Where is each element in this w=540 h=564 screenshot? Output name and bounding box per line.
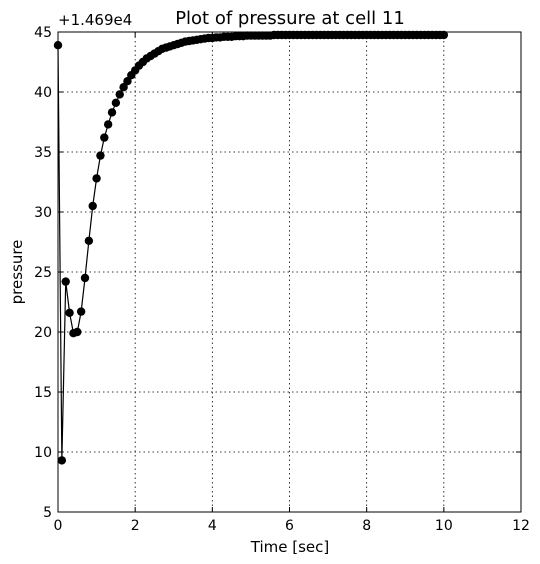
data-point [65, 308, 74, 317]
data-point [123, 77, 132, 86]
y-tick-label: 40 [34, 85, 52, 101]
y-tick-label: 15 [34, 385, 52, 401]
data-point [100, 133, 109, 142]
data-point [107, 108, 117, 117]
y-tick-label: 45 [34, 25, 52, 41]
y-tick-label: 35 [34, 145, 52, 161]
data-point [80, 273, 90, 283]
data-point [103, 120, 113, 129]
grid [57, 31, 522, 513]
data-point [57, 456, 67, 465]
data-point [92, 174, 101, 183]
data-point [111, 98, 121, 108]
data-point [439, 30, 449, 40]
x-tick-label: 4 [208, 518, 217, 534]
x-tick-label: 0 [54, 518, 63, 534]
data-point [96, 151, 105, 160]
x-tick-label: 2 [131, 518, 140, 534]
y-axis-label: pressure [8, 240, 26, 305]
x-tick-label: 6 [285, 518, 294, 534]
y-tick-label: 25 [34, 265, 52, 281]
y-tick-label: 5 [43, 505, 52, 521]
data-point [61, 277, 70, 286]
data-point [84, 236, 94, 245]
data-point [119, 83, 128, 92]
data-point [76, 307, 86, 316]
x-tick-label: 12 [512, 518, 530, 534]
data-point [115, 90, 124, 99]
data-point [88, 201, 97, 211]
x-tick-label: 8 [362, 518, 371, 534]
series-pressure [53, 30, 449, 465]
chart-title: Plot of pressure at cell 11 [175, 8, 405, 29]
y-tick-label: 20 [34, 325, 52, 341]
x-tick-label: 10 [435, 518, 453, 534]
axis-ticks: 0 2 4 6 8 10 12 5 10 15 20 25 30 35 40 45 [34, 25, 530, 534]
data-point [73, 327, 82, 337]
y-tick-label: 30 [34, 205, 52, 221]
plot-frame [57, 31, 522, 513]
x-axis-label: Time [sec] [250, 538, 329, 556]
y-offset-text: +1.469e4 [58, 11, 132, 29]
y-tick-label: 10 [34, 445, 52, 461]
